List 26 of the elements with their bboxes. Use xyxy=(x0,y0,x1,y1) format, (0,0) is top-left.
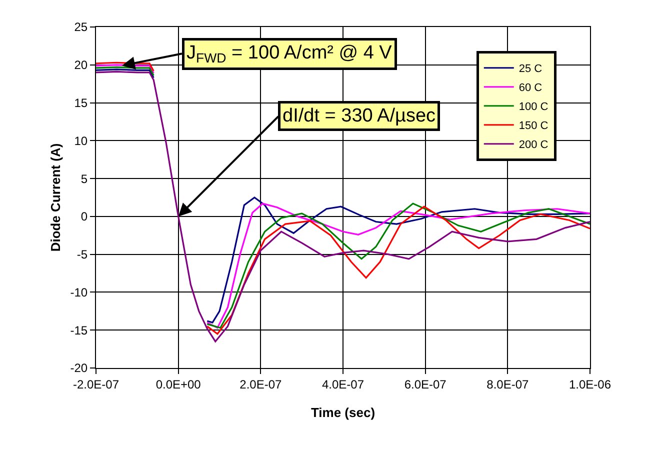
legend-label: 200 C xyxy=(518,139,548,152)
y-axis-title: Diode Current (A) xyxy=(48,143,63,252)
legend-label: 100 C xyxy=(518,101,548,114)
y-tick-label: 5 xyxy=(80,172,88,186)
y-tick-label: -10 xyxy=(70,285,88,300)
x-tick-label: 8.0E-07 xyxy=(486,377,530,392)
legend-label: 60 C xyxy=(518,82,542,94)
annotation: dI/dt = 330 A/µsec xyxy=(282,106,436,126)
y-tick-label: 15 xyxy=(74,96,88,110)
legend-label: 150 C xyxy=(518,120,548,132)
x-tick-label: 0.0E+00 xyxy=(156,377,202,392)
y-tick-label: 0 xyxy=(80,210,88,224)
y-tick-label: 25 xyxy=(74,20,88,34)
x-tick-label: 2.0E-07 xyxy=(240,377,282,392)
y-tick-label: -20 xyxy=(70,361,88,376)
x-tick-label: 4.0E-07 xyxy=(322,377,364,392)
x-tick-label: 1.0E-06 xyxy=(568,377,612,392)
x-axis-title: Time (sec) xyxy=(310,405,376,420)
y-tick-label: 10 xyxy=(74,134,88,148)
x-tick-label: 6.0E-07 xyxy=(404,377,447,392)
y-tick-label: 20 xyxy=(74,58,88,72)
x-tick-label: -2.0E-07 xyxy=(72,377,120,392)
legend-label: 25 C xyxy=(518,63,542,76)
y-tick-label: -5 xyxy=(76,248,88,262)
y-tick-label: -15 xyxy=(70,323,88,338)
annotation: J$_{FWD}$ = 100 A/cm² @ 4 V xyxy=(186,42,392,66)
